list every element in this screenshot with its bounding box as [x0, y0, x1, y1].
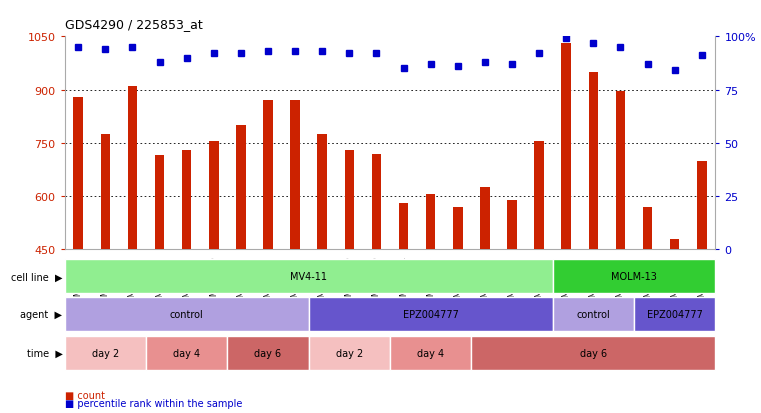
Bar	[128, 87, 137, 250]
Bar	[209, 142, 218, 250]
Bar	[291, 101, 300, 250]
Text: EPZ004777: EPZ004777	[647, 310, 702, 320]
Text: GDS4290 / 225853_at: GDS4290 / 225853_at	[65, 18, 202, 31]
Bar	[263, 101, 272, 250]
Bar	[182, 151, 192, 250]
Text: ■ count: ■ count	[65, 390, 105, 400]
Bar	[534, 142, 544, 250]
Bar	[399, 204, 409, 250]
Bar	[345, 151, 354, 250]
Text: control: control	[577, 310, 610, 320]
Text: cell line  ▶: cell line ▶	[11, 272, 62, 282]
Text: MV4-11: MV4-11	[290, 272, 327, 282]
Bar	[100, 135, 110, 250]
Text: day 6: day 6	[580, 348, 607, 358]
Text: day 2: day 2	[336, 348, 363, 358]
Bar	[154, 156, 164, 250]
Bar	[697, 161, 706, 250]
Text: day 4: day 4	[173, 348, 200, 358]
Bar	[588, 73, 598, 250]
Text: EPZ004777: EPZ004777	[403, 310, 459, 320]
Text: ■ percentile rank within the sample: ■ percentile rank within the sample	[65, 398, 242, 408]
Bar	[426, 195, 435, 250]
Bar	[670, 239, 680, 250]
Text: MOLM-13: MOLM-13	[611, 272, 657, 282]
Text: time  ▶: time ▶	[27, 348, 62, 358]
Bar	[371, 154, 381, 250]
Bar	[643, 207, 652, 250]
Bar	[480, 188, 489, 250]
Text: day 4: day 4	[417, 348, 444, 358]
Bar	[616, 92, 626, 250]
Text: day 2: day 2	[92, 348, 119, 358]
Bar	[453, 207, 463, 250]
Bar	[74, 97, 83, 250]
Text: agent  ▶: agent ▶	[21, 310, 62, 320]
Bar	[236, 126, 246, 250]
Bar	[317, 135, 327, 250]
Bar	[508, 200, 517, 250]
Bar	[562, 44, 571, 250]
Text: day 6: day 6	[254, 348, 282, 358]
Text: control: control	[170, 310, 203, 320]
